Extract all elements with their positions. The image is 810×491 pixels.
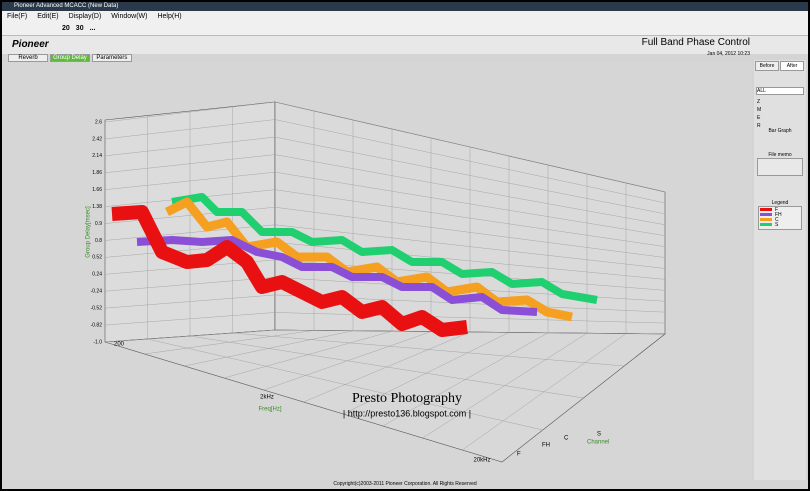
y-axis-label: Group Delay[msec]: [86, 206, 92, 258]
legend-entry: S: [760, 223, 800, 228]
menu-item[interactable]: File(F): [7, 13, 28, 20]
menu-item[interactable]: Window(W): [111, 13, 148, 20]
x-tick-label: 20kHz: [473, 458, 490, 464]
menu-item[interactable]: Help(H): [157, 13, 182, 20]
before-button[interactable]: Before: [755, 61, 779, 71]
y-tick-label: 2.6: [95, 119, 102, 125]
title-bar: Pioneer Advanced MCACC (New Data): [2, 2, 808, 11]
grid-line: [104, 154, 666, 225]
menu-item[interactable]: Edit(E): [37, 13, 59, 20]
tabs: Reverb Group Delay Parameters: [2, 54, 808, 62]
row-label: M: [757, 107, 762, 113]
watermark-url: | http://presto136.blogspot.com |: [343, 408, 471, 418]
grid-line: [104, 171, 666, 236]
y-tick-label: -1.0: [93, 339, 102, 345]
row-label: Z: [757, 99, 761, 105]
date: Jan 04, 2012 10:23: [707, 51, 750, 57]
legend: F FH C S: [758, 206, 802, 230]
y-tick-label: 0.8: [95, 238, 102, 244]
grid-line: [104, 312, 666, 326]
channel-select[interactable]: ALL: [756, 87, 804, 95]
legend-title: Legend: [771, 200, 789, 206]
y-tick-label: 2.42: [92, 136, 102, 142]
grid-line: [189, 335, 584, 399]
grid-line: [104, 224, 666, 269]
legend-entry: F: [760, 208, 800, 213]
channel-axis-label: Channel: [587, 440, 609, 446]
y-ticks: 2.6 2.42 2.14 1.86 1.66 1.38 0.9 0.8 0.52 0.24 -0.…: [91, 119, 103, 345]
y-tick-label: 0.52: [92, 255, 102, 261]
legend-label: C: [775, 217, 779, 223]
file-memo-box[interactable]: [757, 158, 803, 176]
footer: Copyright(c)2003-2011 Pioneer Corporatio…: [333, 481, 477, 487]
x-tick-label: 200: [114, 342, 125, 348]
toolbar: 20 30...: [2, 22, 808, 36]
legend-label: FH: [775, 212, 782, 218]
y-tick-label: 0.24: [92, 272, 102, 278]
tool-button[interactable]: 30: [75, 25, 84, 32]
tool-button[interactable]: ...: [89, 25, 96, 32]
app-title: Full Band Phase Control: [641, 37, 750, 48]
header: Pioneer Full Band Phase Control Jan 04, …: [2, 36, 808, 57]
grid-line: [147, 338, 543, 431]
tool-button[interactable]: 20: [62, 25, 70, 32]
y-tick-label: 1.38: [92, 204, 102, 210]
x-tick-label: 2kHz: [260, 395, 274, 401]
grid-line: [104, 136, 666, 215]
grid-line: [232, 332, 625, 367]
grid-line: [104, 101, 666, 193]
legend-label: F: [775, 207, 779, 213]
menu-bar: File(F) Edit(E) Display(D) Window(W) Help(H): [2, 11, 808, 22]
logo: Pioneer: [12, 39, 49, 50]
after-button[interactable]: After: [780, 61, 804, 71]
grid-line: [104, 329, 666, 343]
legend-label: S: [775, 222, 779, 228]
channel-tick: F: [517, 452, 521, 458]
row-label: R: [757, 123, 761, 129]
legend-swatch: [760, 213, 772, 216]
legend-entry: C: [760, 218, 800, 223]
grid: [104, 101, 666, 451]
bar-graph-label: Bar Graph: [768, 128, 792, 134]
x-axis-label: Freq[Hz]: [258, 407, 281, 413]
legend-entry: FH: [760, 213, 800, 218]
grid-line: [104, 119, 666, 204]
grid-line: [104, 189, 666, 247]
tab[interactable]: Reverb: [8, 54, 48, 62]
watermark-title: Presto Photography: [352, 391, 462, 406]
tab[interactable]: Parameters: [91, 54, 132, 62]
channel-tick: C: [564, 436, 569, 442]
y-tick-label: 0.9: [95, 221, 102, 227]
y-tick-label: 2.14: [92, 153, 102, 159]
file-memo-label: File memo: [768, 152, 792, 158]
legend-swatch: [760, 223, 772, 226]
ribbons: [111, 193, 598, 337]
y-tick-label: 1.86: [92, 170, 102, 176]
y-tick-label: -0.52: [91, 305, 103, 311]
menu-item[interactable]: Display(D): [68, 13, 102, 20]
y-tick-label: -0.24: [91, 289, 103, 295]
tab[interactable]: Group Delay: [49, 54, 90, 62]
channel-tick: FH: [542, 443, 550, 449]
plot: 2.6 2.42 2.14 1.86 1.66 1.38 0.9 0.8 0.52 0.24 -0.…: [2, 62, 752, 480]
y-tick-label: -0.82: [91, 322, 103, 328]
legend-swatch: [760, 218, 772, 221]
channel-tick: S: [597, 432, 601, 438]
grid-line: [104, 207, 666, 258]
y-tick-label: 1.66: [92, 187, 102, 193]
row-label: E: [757, 115, 761, 121]
legend-swatch: [760, 208, 772, 211]
